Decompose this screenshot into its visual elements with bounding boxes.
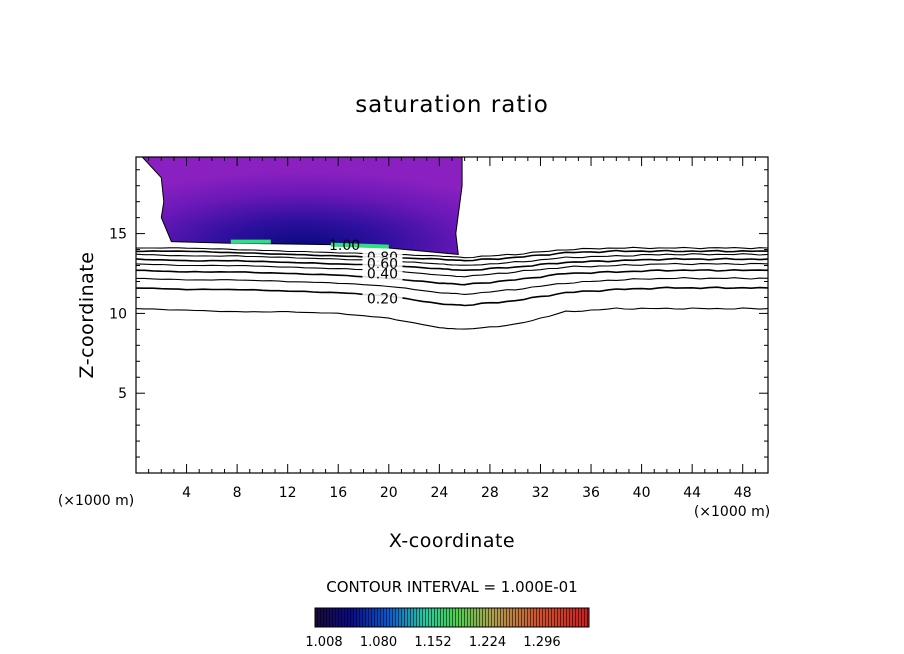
cloud-maximum-band [230, 239, 389, 249]
contour-0.3 [136, 277, 768, 295]
x-tick-label: 8 [233, 485, 242, 501]
axis-ticks [136, 157, 768, 473]
x-tick-label: 24 [430, 485, 448, 501]
colorbar-tick-label: 1.080 [360, 635, 397, 650]
x-tick-label: 12 [279, 485, 297, 501]
contour-0.6 [136, 257, 768, 272]
contour-0.5 [136, 262, 768, 278]
x-tick-label: 20 [380, 485, 398, 501]
x-tick-label: 44 [683, 485, 701, 501]
x-tick-labels: 4 8 12 16 20 24 28 32 36 40 44 48 [182, 485, 752, 501]
y-tick-label: 10 [109, 306, 127, 322]
colorbar-tick-label: 1.152 [414, 635, 451, 650]
x-tick-label: 32 [532, 485, 550, 501]
contour-label: 0.40 [367, 267, 398, 283]
x-tick-label: 4 [182, 485, 191, 501]
contour-label: 0.20 [367, 291, 398, 307]
contour-label-bg [362, 267, 403, 281]
contour-label-bg [362, 292, 403, 306]
contour-labels: 1.000.800.600.400.20 [329, 238, 403, 307]
contour-label-bg [362, 257, 403, 271]
contour-0.1 [136, 307, 768, 330]
contour-0.8 [136, 249, 768, 262]
contour-0.7 [136, 253, 768, 266]
x-tick-label: 36 [582, 485, 600, 501]
chart-title: saturation ratio [355, 92, 549, 118]
x-axis-label: X-coordinate [389, 530, 515, 552]
x-unit-left: (×1000 m) [58, 493, 134, 509]
y-tick-labels: 5 10 15 [109, 227, 127, 403]
colorbar-tick-label: 1.008 [305, 635, 342, 650]
plot-area [136, 157, 768, 330]
contour-0.2 [136, 286, 768, 307]
contour-0.4 [136, 268, 768, 286]
contour-label: 1.00 [329, 238, 360, 254]
colorbar-stripes [315, 608, 589, 627]
x-tick-label: 16 [329, 485, 347, 501]
colorbar-tick-label: 1.224 [469, 635, 506, 650]
cloud-region [141, 157, 463, 255]
x-tick-label: 40 [633, 485, 651, 501]
contour-interval: CONTOUR INTERVAL = 1.000E-01 [326, 578, 577, 596]
contour-0.9 [136, 246, 768, 259]
y-tick-label: 15 [109, 227, 127, 243]
x-unit-right: (×1000 m) [694, 504, 770, 520]
colorbar-tick-label: 1.296 [523, 635, 560, 650]
contour-lines [136, 246, 768, 330]
y-tick-label: 5 [118, 386, 127, 402]
x-tick-label: 28 [481, 485, 499, 501]
x-tick-label: 48 [734, 485, 752, 501]
y-axis-label: Z-coordinate [76, 252, 98, 379]
colorbar-labels: 1.008 1.080 1.152 1.224 1.296 [305, 635, 560, 650]
